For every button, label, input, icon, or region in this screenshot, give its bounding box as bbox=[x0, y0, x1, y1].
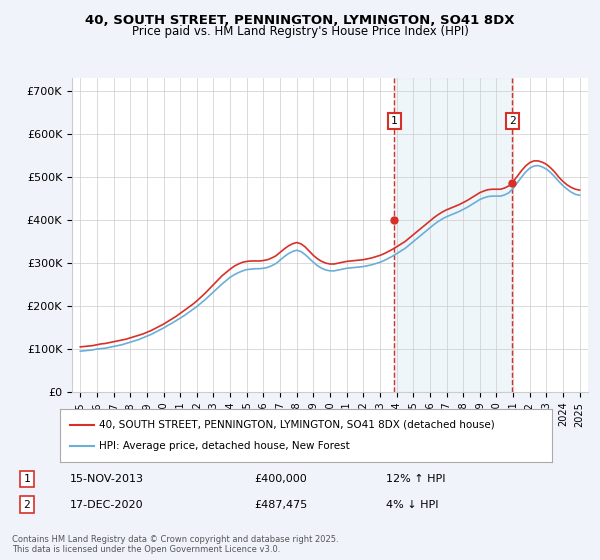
Text: Price paid vs. HM Land Registry's House Price Index (HPI): Price paid vs. HM Land Registry's House … bbox=[131, 25, 469, 38]
Text: 12% ↑ HPI: 12% ↑ HPI bbox=[386, 474, 446, 484]
Text: 40, SOUTH STREET, PENNINGTON, LYMINGTON, SO41 8DX: 40, SOUTH STREET, PENNINGTON, LYMINGTON,… bbox=[85, 14, 515, 27]
Text: 1: 1 bbox=[391, 116, 398, 126]
Text: 15-NOV-2013: 15-NOV-2013 bbox=[70, 474, 143, 484]
Text: HPI: Average price, detached house, New Forest: HPI: Average price, detached house, New … bbox=[100, 441, 350, 451]
Text: 4% ↓ HPI: 4% ↓ HPI bbox=[386, 500, 439, 510]
Text: £487,475: £487,475 bbox=[254, 500, 307, 510]
Text: 2: 2 bbox=[509, 116, 516, 126]
Text: 2: 2 bbox=[23, 500, 30, 510]
Text: £400,000: £400,000 bbox=[254, 474, 307, 484]
Text: 1: 1 bbox=[23, 474, 30, 484]
Text: 40, SOUTH STREET, PENNINGTON, LYMINGTON, SO41 8DX (detached house): 40, SOUTH STREET, PENNINGTON, LYMINGTON,… bbox=[100, 420, 495, 430]
Text: 17-DEC-2020: 17-DEC-2020 bbox=[70, 500, 143, 510]
Text: Contains HM Land Registry data © Crown copyright and database right 2025.
This d: Contains HM Land Registry data © Crown c… bbox=[12, 535, 338, 554]
Bar bbox=[394, 78, 512, 392]
